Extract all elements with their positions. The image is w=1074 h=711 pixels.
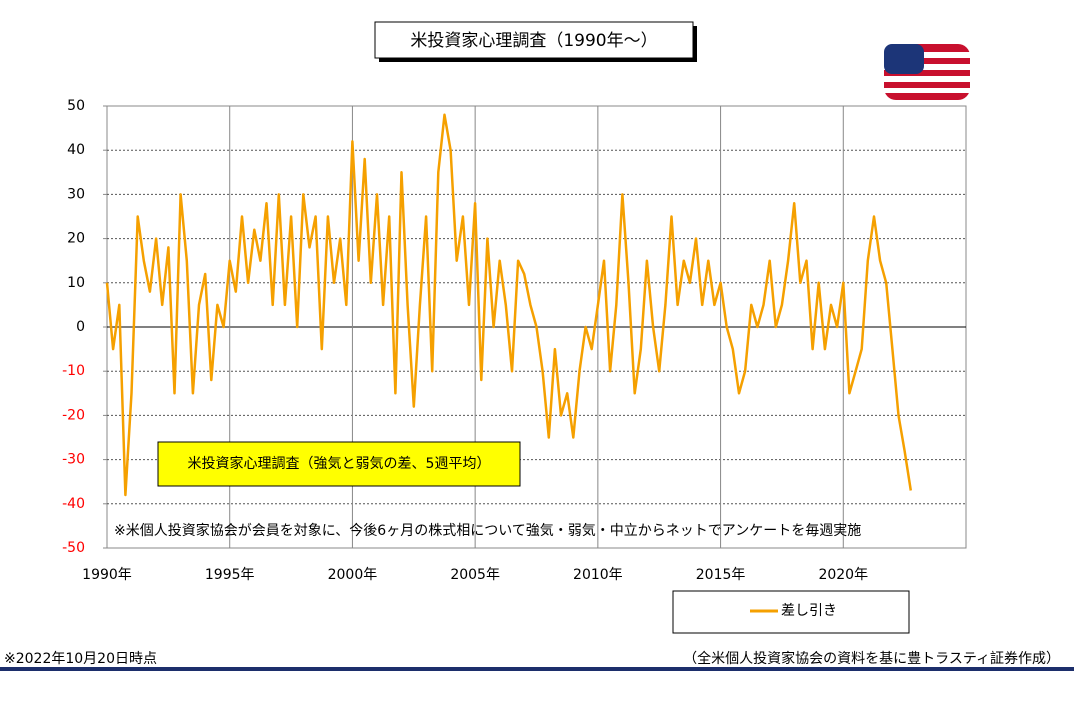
x-tick-label: 2015年: [696, 567, 746, 583]
x-tick-label: 2010年: [573, 567, 623, 583]
y-tick-label: -30: [62, 452, 85, 468]
legend-box: [672, 590, 910, 634]
y-tick-label: -10: [62, 363, 85, 379]
y-tick-label: 40: [67, 142, 85, 158]
y-tick-label: 0: [76, 319, 85, 335]
x-tick-label: 2005年: [450, 567, 500, 583]
x-tick-label: 2000年: [328, 567, 378, 583]
chart-title: 米投資家心理調査（1990年～）: [410, 31, 657, 51]
x-tick-label: 1990年: [82, 567, 132, 583]
x-tick-label: 2020年: [818, 567, 868, 583]
y-tick-label: -20: [62, 407, 85, 423]
footer-left: ※2022年10月20日時点: [4, 651, 157, 667]
legend-label: 差し引き: [781, 603, 837, 619]
y-tick-label: 30: [67, 186, 85, 202]
y-tick-label: 50: [67, 98, 85, 114]
footer-rule: [0, 667, 1074, 671]
flag: [884, 44, 970, 100]
footer-right: （全米個人投資家協会の資料を基に豊トラスティ証券作成）: [683, 650, 1060, 667]
y-tick-label: 10: [67, 275, 85, 291]
x-tick-label: 1995年: [205, 567, 255, 583]
y-tick-label: 20: [67, 231, 85, 247]
note: ※米個人投資家協会が会員を対象に、今後6ヶ月の株式相について強気・弱気・中立から…: [114, 522, 861, 539]
annotation-box: [157, 441, 521, 487]
series-line: [105, 113, 913, 497]
title-box: [374, 21, 694, 59]
y-tick-label: -40: [62, 496, 85, 512]
y-tick-label: -50: [62, 540, 85, 556]
annotation: 米投資家心理調査（強気と弱気の差、5週平均）: [188, 455, 491, 472]
